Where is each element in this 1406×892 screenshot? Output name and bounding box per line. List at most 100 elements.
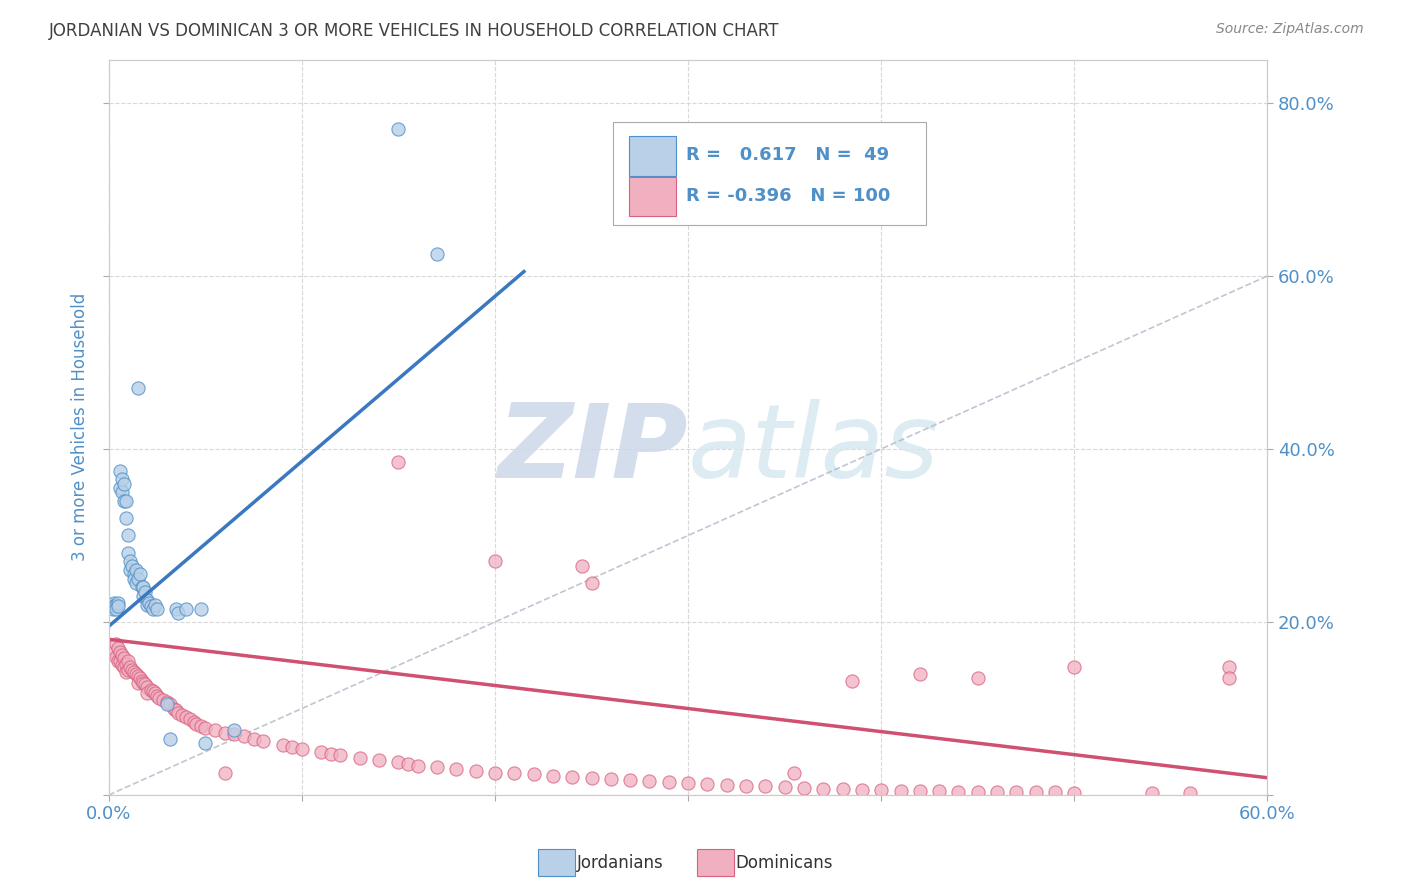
Point — [329, 748, 352, 763]
Point — [112, 476, 135, 491]
Text: ZIP: ZIP — [498, 399, 688, 500]
Point — [928, 783, 950, 797]
Point — [396, 756, 419, 771]
Point — [716, 778, 738, 792]
Point — [224, 727, 246, 741]
Point — [159, 697, 181, 711]
Point — [141, 682, 163, 697]
Point — [103, 596, 125, 610]
Point — [115, 665, 138, 680]
Point — [127, 668, 149, 682]
Point — [146, 602, 169, 616]
Point — [118, 660, 141, 674]
Point — [125, 563, 148, 577]
Point — [194, 736, 217, 750]
Text: Jordanians: Jordanians — [576, 855, 664, 872]
Text: JORDANIAN VS DOMINICAN 3 OR MORE VEHICLES IN HOUSEHOLD CORRELATION CHART: JORDANIAN VS DOMINICAN 3 OR MORE VEHICLE… — [49, 22, 780, 40]
Point — [870, 783, 893, 797]
Point — [103, 645, 125, 659]
Point — [117, 528, 139, 542]
Point — [190, 602, 212, 616]
Point — [110, 654, 132, 668]
Point — [105, 649, 128, 664]
Point — [117, 546, 139, 560]
Point — [170, 708, 193, 723]
FancyBboxPatch shape — [628, 177, 676, 216]
Point — [638, 774, 661, 789]
Point — [696, 777, 718, 791]
Point — [142, 684, 165, 698]
Point — [152, 693, 174, 707]
Point — [101, 602, 124, 616]
Point — [122, 567, 145, 582]
Point — [127, 381, 149, 395]
Point — [101, 599, 124, 614]
Point — [658, 775, 681, 789]
Point — [134, 584, 156, 599]
Point — [165, 703, 187, 717]
Y-axis label: 3 or more Vehicles in Household: 3 or more Vehicles in Household — [72, 293, 89, 561]
Point — [561, 770, 583, 784]
Point — [118, 554, 141, 568]
Point — [131, 581, 153, 595]
Point — [581, 771, 603, 785]
Point — [131, 673, 153, 688]
Point — [121, 663, 143, 677]
Point — [908, 667, 931, 681]
FancyBboxPatch shape — [613, 122, 925, 225]
Point — [387, 455, 409, 469]
Point — [136, 598, 159, 612]
Point — [908, 783, 931, 797]
Point — [783, 766, 806, 780]
Point — [107, 599, 129, 614]
Point — [103, 599, 125, 614]
Point — [271, 738, 294, 752]
Point — [107, 596, 129, 610]
Point — [127, 572, 149, 586]
Point — [134, 677, 156, 691]
Point — [754, 780, 776, 794]
Point — [112, 660, 135, 674]
Point — [125, 576, 148, 591]
Point — [986, 784, 1008, 798]
Point — [132, 589, 155, 603]
Point — [142, 602, 165, 616]
Point — [115, 657, 138, 671]
Point — [111, 485, 134, 500]
Point — [112, 651, 135, 665]
Point — [122, 572, 145, 586]
Point — [184, 717, 207, 731]
Point — [127, 675, 149, 690]
Point — [110, 645, 132, 659]
Point — [174, 602, 197, 616]
Point — [112, 494, 135, 508]
Point — [503, 766, 526, 780]
Point — [735, 779, 758, 793]
Point — [841, 673, 863, 688]
Point — [1218, 671, 1240, 685]
Point — [484, 554, 506, 568]
Point — [138, 596, 160, 610]
Point — [190, 719, 212, 733]
Point — [128, 671, 150, 685]
Point — [128, 567, 150, 582]
Text: Source: ZipAtlas.com: Source: ZipAtlas.com — [1216, 22, 1364, 37]
Point — [813, 782, 835, 797]
Point — [522, 767, 544, 781]
Point — [156, 695, 179, 709]
Point — [484, 765, 506, 780]
Point — [309, 745, 332, 759]
Point — [115, 511, 138, 525]
Point — [174, 710, 197, 724]
Point — [125, 667, 148, 681]
Point — [117, 654, 139, 668]
Point — [204, 723, 226, 738]
Point — [387, 755, 409, 769]
Point — [571, 558, 593, 573]
Point — [214, 725, 236, 739]
Point — [167, 607, 190, 621]
Point — [252, 734, 274, 748]
Point — [319, 747, 342, 761]
Point — [105, 602, 128, 616]
Point — [146, 689, 169, 703]
